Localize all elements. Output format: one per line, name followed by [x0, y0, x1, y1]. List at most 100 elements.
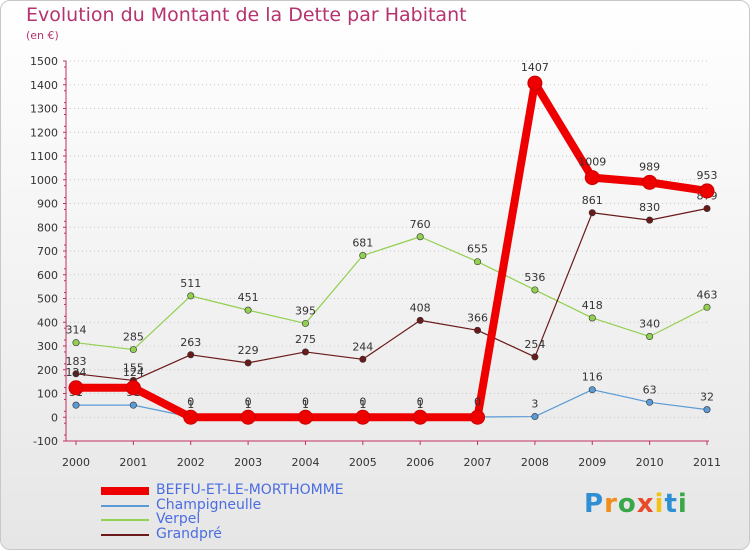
data-label: 1 — [245, 398, 252, 411]
data-point — [244, 359, 252, 367]
data-point — [703, 406, 711, 414]
y-tick-label: 1400 — [30, 79, 58, 92]
data-point — [187, 351, 195, 359]
x-tick-label: 2009 — [578, 456, 606, 469]
data-label: 418 — [582, 299, 603, 312]
data-label: 655 — [467, 243, 488, 256]
data-label: 451 — [238, 291, 259, 304]
legend-label: Verpel — [156, 511, 201, 527]
data-point — [183, 409, 199, 425]
logo-letter: r — [604, 489, 618, 519]
data-point — [416, 233, 424, 241]
legend-label: Champigneulle — [156, 496, 262, 513]
data-label: 366 — [467, 311, 488, 324]
data-label: 408 — [410, 301, 431, 314]
data-point — [642, 174, 658, 190]
data-point — [646, 332, 654, 340]
data-point — [703, 204, 711, 212]
y-tick-label: 800 — [37, 221, 58, 234]
data-point — [355, 409, 371, 425]
data-point — [588, 386, 596, 394]
x-tick-label: 2007 — [464, 456, 492, 469]
x-tick-label: 2001 — [119, 456, 147, 469]
data-point — [72, 370, 80, 378]
series-line — [72, 79, 711, 422]
data-point — [125, 380, 141, 396]
data-point — [187, 292, 195, 300]
chart-subtitle: (en €) — [26, 29, 59, 42]
data-label: 511 — [180, 277, 201, 290]
logo-letter: x — [636, 489, 655, 519]
data-point — [474, 326, 482, 334]
data-label: 760 — [410, 218, 431, 231]
data-label: 536 — [524, 271, 545, 284]
data-point — [240, 409, 256, 425]
data-label: 395 — [295, 304, 316, 317]
data-label: 3 — [531, 398, 538, 411]
data-label: 861 — [582, 194, 603, 207]
data-label: 63 — [643, 383, 657, 396]
series-line — [75, 207, 708, 382]
y-tick-label: 0 — [51, 411, 58, 424]
legend-swatch — [101, 533, 149, 536]
data-label: 1 — [302, 398, 309, 411]
data-point — [646, 216, 654, 224]
data-label: 0 — [187, 395, 194, 408]
data-label: 463 — [697, 288, 718, 301]
data-point — [588, 209, 596, 217]
data-point — [416, 316, 424, 324]
data-point — [244, 306, 252, 314]
data-label: 340 — [639, 318, 660, 331]
data-point — [584, 170, 600, 186]
data-label: 244 — [352, 340, 373, 353]
y-tick-label: 1200 — [30, 126, 58, 139]
x-tick-label: 2010 — [636, 456, 664, 469]
data-label: 263 — [180, 336, 201, 349]
data-label: 989 — [639, 160, 660, 173]
x-tick-label: 2003 — [234, 456, 262, 469]
x-tick-label: 2000 — [62, 456, 90, 469]
data-label: 32 — [700, 391, 714, 404]
y-tick-label: 1300 — [30, 103, 58, 116]
y-tick-label: 1000 — [30, 174, 58, 187]
data-point — [68, 380, 84, 396]
data-label: 0 — [474, 395, 481, 408]
data-label: 314 — [66, 324, 87, 337]
data-point — [703, 303, 711, 311]
data-label: 183 — [66, 355, 87, 368]
logo-letter: P — [584, 489, 605, 519]
logo-letter: i — [654, 489, 665, 519]
data-label: 1407 — [521, 61, 549, 74]
y-tick-label: 200 — [37, 364, 58, 377]
data-label: 1009 — [578, 156, 606, 169]
data-label: 124 — [66, 366, 87, 379]
data-point — [470, 409, 486, 425]
y-tick-label: 900 — [37, 198, 58, 211]
data-point — [301, 348, 309, 356]
data-label: 953 — [697, 169, 718, 182]
y-tick-label: 1100 — [30, 150, 58, 163]
chart-title: Evolution du Montant de la Dette par Hab… — [26, 4, 467, 26]
data-point — [129, 346, 137, 354]
data-point — [474, 258, 482, 266]
data-point — [72, 401, 80, 409]
data-point — [359, 355, 367, 363]
y-tick-label: 100 — [37, 388, 58, 401]
data-point — [531, 286, 539, 294]
x-tick-label: 2006 — [406, 456, 434, 469]
legend-swatch — [101, 504, 149, 507]
legend-swatch — [101, 487, 149, 495]
logo-letter: i — [677, 489, 688, 519]
y-tick-label: -100 — [33, 435, 58, 448]
x-tick-label: 2011 — [693, 456, 721, 469]
data-label: 285 — [123, 331, 144, 344]
x-tick-label: 2004 — [291, 456, 319, 469]
data-label: 1 — [417, 398, 424, 411]
data-point — [412, 409, 428, 425]
data-label: 275 — [295, 333, 316, 346]
y-tick-label: 600 — [37, 269, 58, 282]
logo-letter: o — [617, 489, 637, 519]
legend-swatch — [101, 519, 149, 521]
data-point — [527, 75, 543, 91]
logo-letter: t — [664, 489, 678, 519]
